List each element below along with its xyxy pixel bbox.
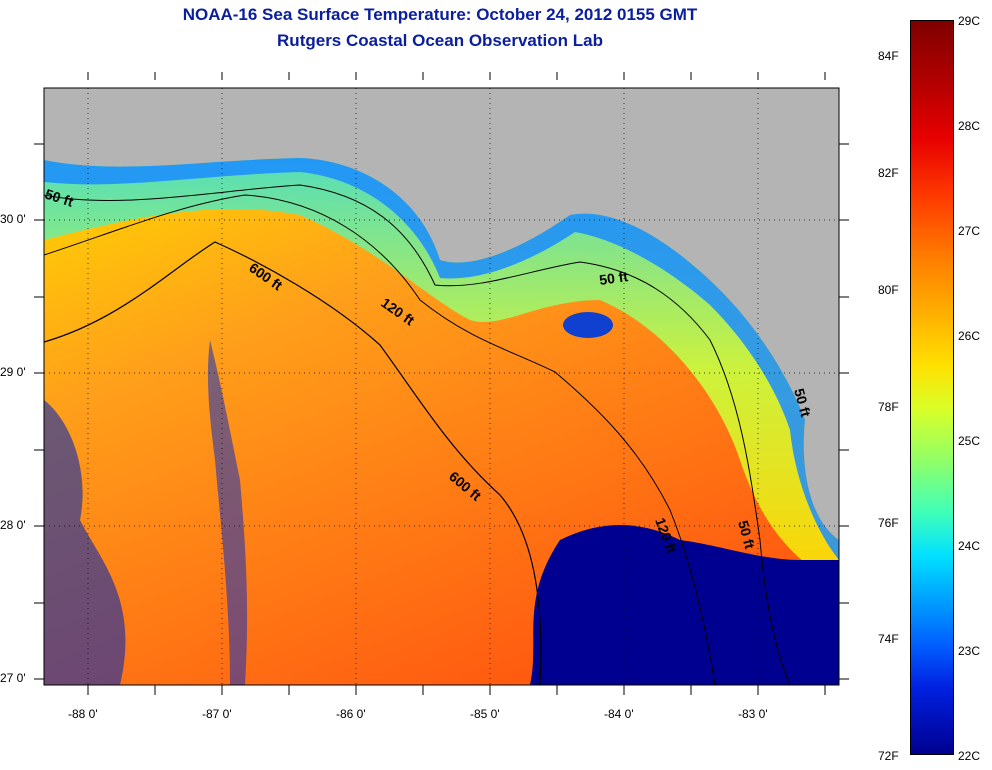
shelf-water [44,158,839,585]
colorbar-fahrenheit-label: 84F [878,49,899,63]
map-title: NOAA-16 Sea Surface Temperature: October… [182,5,698,24]
colorbar-celsius-label: 22C [958,749,981,763]
colorbar-fahrenheit-label: 78F [878,400,899,414]
map-frame [43,87,840,686]
longitude-label: -84 0' [604,707,634,721]
latitude-label: 30 0' [0,212,26,226]
colorbar-celsius-label: 25C [958,434,981,448]
temperature-colorbar [910,20,954,755]
colorbar-celsius-label: 26C [958,329,981,343]
colorbar-fahrenheit-label: 72F [878,749,899,763]
colorbar-fahrenheit-label: 76F [878,516,899,530]
colorbar-celsius-label: 29C [958,14,981,28]
contour-50ft-north [44,184,791,685]
colorbar-celsius-label: 24C [958,539,981,553]
contour-label: 50 ft [735,519,758,551]
latitude-label: 29 0' [0,365,26,379]
contour-600ft [44,241,542,685]
colorbar-fahrenheit-label: 82F [878,166,899,180]
contour-label: 50 ft [598,268,629,288]
map-subtitle: Rutgers Coastal Ocean Observation Lab [277,31,603,50]
contour-label: 50 ft [791,387,814,419]
longitude-label: -86 0' [336,707,366,721]
colorbar-celsius-label: 27C [958,224,981,238]
map-plot-area [44,88,839,685]
colorbar-fahrenheit-label: 80F [878,283,899,297]
longitude-label: -83 0' [738,707,768,721]
contour-120ft [44,194,716,685]
axis-ticks [34,72,849,695]
cloud-streak [207,340,248,685]
longitude-label: -87 0' [202,707,232,721]
cloud-patch-southeast [530,525,839,685]
colorbar-celsius-label: 28C [958,119,981,133]
longitude-label: -85 0' [470,707,500,721]
cool-eddy [563,312,613,338]
latitude-label: 28 0' [0,518,26,532]
colorbar-fahrenheit-label: 74F [878,632,899,646]
latitude-label: 27 0' [0,671,26,685]
colorbar-celsius-label: 23C [958,644,981,658]
longitude-label: -88 0' [68,707,98,721]
cloud-patch-west [44,400,126,685]
